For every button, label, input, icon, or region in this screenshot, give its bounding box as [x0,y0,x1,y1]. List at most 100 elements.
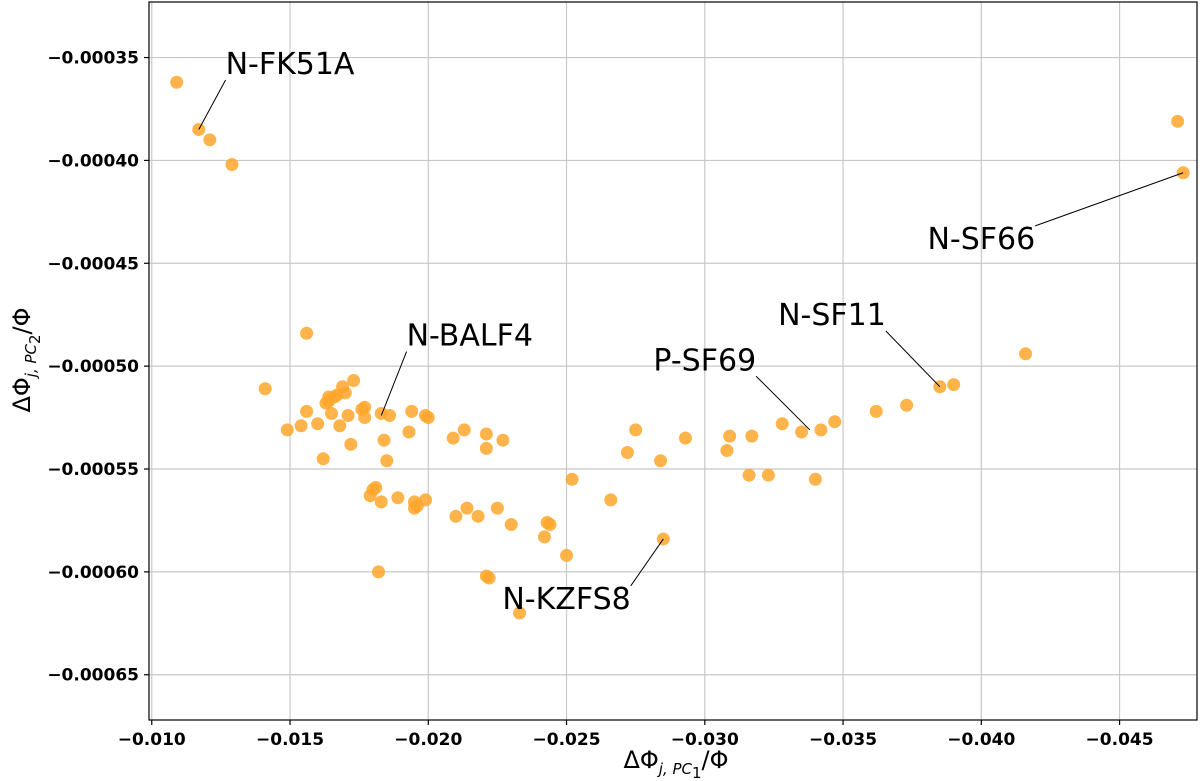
y-tick-label: −0.00040 [47,151,139,171]
plot-frame [148,1,1198,721]
x-tick-label: −0.035 [809,730,877,750]
x-axis-label: ΔΦj, PC1/Φ [623,746,728,781]
annotation-label: N-SF66 [927,222,1035,257]
data-point [203,133,217,147]
y-axis-label: ΔΦj, PC2/Φ [8,307,44,412]
annotation-connector [198,79,227,130]
x-tick-label: −0.025 [533,730,601,750]
data-point [446,431,460,445]
data-point [258,382,272,396]
data-point [316,452,330,466]
data-point [654,454,668,468]
data-point [900,398,914,412]
data-point [380,454,394,468]
data-point [347,374,361,388]
data-point [504,518,518,532]
data-point [225,158,239,172]
annotation-label: N-SF11 [778,298,886,333]
data-point [795,425,809,439]
data-point [1019,347,1033,361]
data-point [407,501,421,515]
data-point [311,417,325,431]
grid [144,2,1197,725]
data-point [460,501,474,515]
data-point [537,530,551,544]
x-tick-label: −0.040 [947,730,1015,750]
x-tick-labels: −0.010 −0.015 −0.020 −0.025 −0.030 −0.035 −0.0… [118,730,1154,750]
y-tick-label: −0.00060 [47,563,139,583]
annotation-label: N-KZFS8 [502,582,630,617]
y-tick-label: −0.00035 [47,49,139,69]
x-tick-label: −0.015 [256,730,324,750]
data-point [341,409,355,423]
data-point [325,406,339,420]
data-point [723,429,737,443]
y-tick-labels: −0.00035 −0.00040 −0.00045 −0.00050 −0.00055… [47,49,139,686]
data-point [513,606,527,620]
data-point [355,402,369,416]
data-point [405,404,419,418]
data-point [604,493,618,507]
annotation-connector [630,538,664,587]
data-point [319,396,333,410]
x-tick-label: −0.010 [118,730,186,750]
data-point [775,417,789,431]
x-tick-label: −0.020 [394,730,462,750]
data-point [374,406,388,420]
data-point [745,429,759,443]
data-point [280,423,294,437]
data-point [471,509,485,523]
data-point [300,404,314,418]
data-point [419,409,433,423]
data-point [170,75,184,89]
data-point [363,489,377,503]
y-tick-label: −0.00050 [47,357,139,377]
data-point [333,419,347,433]
annotation-connector [755,375,811,431]
data-point [449,509,463,523]
y-tick-label: −0.00055 [47,460,139,480]
annotation-connector [885,330,941,388]
annotations: N-FK51A N-SF66 N-BALF4 N-SF11 P-SF69 N-KZFS8 [198,47,1184,617]
x-tick-label: −0.030 [671,730,739,750]
annotation-connector [380,351,408,416]
data-point [372,565,386,579]
annotation-connector [1035,172,1184,227]
data-point [720,443,734,457]
data-point [479,427,493,441]
data-point [294,419,308,433]
annotation-label: N-BALF4 [407,319,533,354]
data-point [402,425,416,439]
annotation-label: P-SF69 [653,343,756,378]
data-point [543,518,557,532]
data-point [808,472,822,486]
data-point [560,548,574,562]
y-tick-label: −0.00045 [47,254,139,274]
data-point [490,501,504,515]
data-point [479,569,493,583]
data-point [377,433,391,447]
data-point [620,446,634,460]
data-point [828,415,842,429]
data-point [344,437,358,451]
data-point [391,491,405,505]
data-point [374,495,388,509]
data-point [742,468,756,482]
data-point [629,423,643,437]
data-point [869,404,883,418]
x-tick-label: −0.045 [1086,730,1154,750]
data-point [300,326,314,340]
data-point [496,433,510,447]
data-point [1171,114,1185,128]
annotation-label: N-FK51A [226,47,355,82]
y-tick-label: −0.00065 [47,666,139,686]
data-point [678,431,692,445]
data-point [565,472,579,486]
data-points [170,75,1190,620]
data-point [814,423,828,437]
data-point [947,378,961,392]
data-point [457,423,471,437]
data-point [479,441,493,455]
data-point [761,468,775,482]
